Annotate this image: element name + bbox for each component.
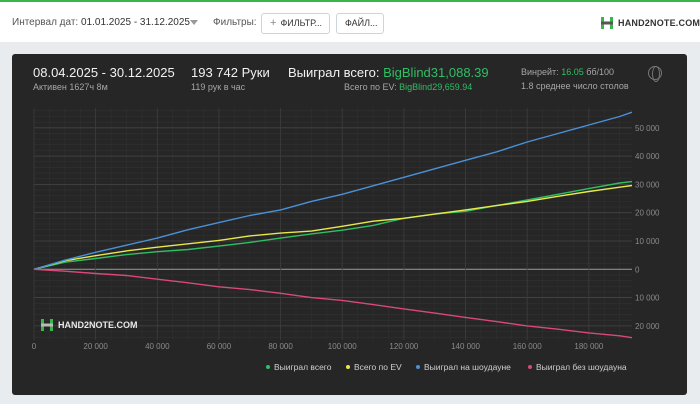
logo-text: HAND2NOTE.COM bbox=[618, 18, 700, 28]
y-tick-label: 40 000 bbox=[635, 152, 660, 161]
toolbar: Интервал дат: 01.01.2025 - 31.12.2025 Фи… bbox=[0, 0, 700, 42]
y-tick-label: 50 000 bbox=[635, 124, 660, 133]
won-total: Выиграл всего: BigBlind31,088.39 bbox=[288, 65, 489, 80]
active-time: Активен 1627ч 8м bbox=[33, 82, 108, 92]
period-text: 08.04.2025 - 30.12.2025 bbox=[33, 65, 175, 80]
legend-won-label: Выиграл всего bbox=[274, 362, 332, 372]
x-axis-ticks: 0 20 000 40 000 60 000 80 000 100 000 120 000 1… bbox=[32, 342, 604, 351]
legend-showdown-label: Выиграл на шоудауне bbox=[424, 362, 511, 372]
legend-won-dot bbox=[266, 365, 270, 369]
interval-value[interactable]: 01.01.2025 - 31.12.2025 bbox=[81, 17, 190, 28]
plus-icon: + bbox=[270, 17, 277, 29]
showdown-line bbox=[33, 111, 633, 270]
ev-line bbox=[33, 184, 633, 270]
winrate-label: Винрейт: bbox=[521, 67, 559, 77]
x-tick-label: 140 000 bbox=[451, 342, 480, 351]
x-tick-label: 80 000 bbox=[268, 342, 293, 351]
winrate: Винрейт: 16.05 бб/100 bbox=[521, 67, 614, 77]
x-tick-label: 20 000 bbox=[83, 342, 108, 351]
legend-showdown-dot bbox=[416, 365, 420, 369]
y-tick-label: 20 000 bbox=[635, 209, 660, 218]
y-tick-label: 10 000 bbox=[635, 294, 660, 303]
filters-label: Фильтры: bbox=[213, 17, 257, 28]
x-tick-label: 40 000 bbox=[145, 342, 170, 351]
file-button[interactable]: ФАЙЛ... bbox=[336, 13, 384, 34]
legend-ev[interactable]: Всего по EV bbox=[346, 362, 402, 372]
won-label: Выиграл всего: bbox=[288, 65, 380, 80]
chevron-down-icon[interactable] bbox=[190, 20, 198, 25]
x-tick-label: 120 000 bbox=[389, 342, 418, 351]
globe-icon[interactable] bbox=[648, 66, 662, 82]
legend-ev-dot bbox=[346, 365, 350, 369]
winrate-unit: бб/100 bbox=[586, 67, 615, 77]
hands-per-hour: 119 рук в час bbox=[191, 82, 246, 92]
x-tick-label: 60 000 bbox=[207, 342, 232, 351]
hands-count: 193 742 Руки bbox=[191, 65, 270, 80]
x-tick-label: 100 000 bbox=[328, 342, 357, 351]
filter-button[interactable]: + ФИЛЬТР... bbox=[261, 13, 330, 34]
ev-label: Всего по EV: bbox=[344, 82, 397, 92]
won-value: BigBlind31,088.39 bbox=[383, 65, 489, 80]
won-line bbox=[33, 180, 633, 270]
legend-won[interactable]: Выиграл всего bbox=[266, 362, 331, 372]
legend-no-showdown-dot bbox=[528, 365, 532, 369]
legend-no-showdown-label: Выиграл без шоудауна bbox=[536, 362, 627, 372]
watermark-logo-icon bbox=[41, 319, 53, 331]
watermark-text: HAND2NOTE.COM bbox=[58, 320, 138, 330]
x-tick-label: 160 000 bbox=[513, 342, 542, 351]
legend-no-showdown[interactable]: Выиграл без шоудауна bbox=[528, 362, 627, 372]
ev-value: BigBlind29,659.94 bbox=[399, 82, 473, 92]
tables-avg: 1.8 среднее число столов bbox=[521, 81, 629, 91]
interval-label: Интервал дат: bbox=[12, 17, 79, 28]
chart-lines bbox=[33, 111, 633, 339]
x-tick-label: 0 bbox=[32, 342, 37, 351]
y-axis-ticks: 50 000 40 000 30 000 20 000 10 000 0 10 000 20 … bbox=[635, 124, 660, 331]
y-tick-label: 0 bbox=[635, 265, 640, 274]
logo: HAND2NOTE.COM bbox=[600, 16, 700, 30]
logo-icon bbox=[601, 17, 613, 29]
legend-showdown[interactable]: Выиграл на шоудауне bbox=[416, 362, 511, 372]
winrate-value: 16.05 bbox=[561, 67, 584, 77]
chart-grid bbox=[33, 108, 632, 340]
watermark: HAND2NOTE.COM bbox=[40, 318, 138, 332]
file-button-label: ФАЙЛ... bbox=[345, 18, 378, 28]
y-tick-label: 30 000 bbox=[635, 180, 660, 189]
filter-button-label: ФИЛЬТР... bbox=[280, 18, 322, 28]
ev-total: Всего по EV: BigBlind29,659.94 bbox=[344, 82, 472, 92]
x-tick-label: 180 000 bbox=[574, 342, 603, 351]
y-tick-label: 10 000 bbox=[635, 237, 660, 246]
legend-ev-label: Всего по EV bbox=[354, 362, 402, 372]
no-showdown-line bbox=[33, 268, 633, 339]
y-tick-label: 20 000 bbox=[635, 322, 660, 331]
